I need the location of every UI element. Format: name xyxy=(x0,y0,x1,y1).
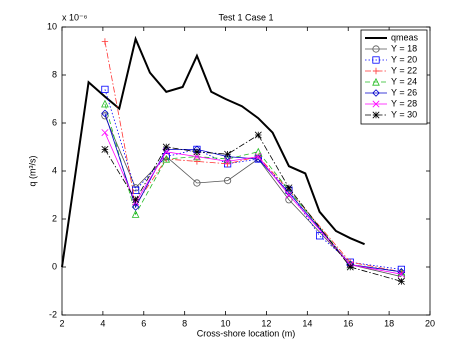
y-tick-label: 0 xyxy=(52,261,57,271)
series-line xyxy=(104,41,402,273)
x-tick-label: 16 xyxy=(343,318,353,328)
marker xyxy=(193,179,201,187)
marker xyxy=(131,186,140,194)
marker xyxy=(131,210,140,218)
y-tick-label: 6 xyxy=(52,117,57,127)
marker xyxy=(101,38,109,45)
x-tick-label: 6 xyxy=(141,318,146,328)
marker xyxy=(372,56,380,64)
marker xyxy=(254,155,263,163)
legend-label: Y = 26 xyxy=(391,87,417,97)
x-tick-label: 2 xyxy=(59,318,64,328)
marker xyxy=(132,196,140,204)
legend-label: Y = 28 xyxy=(391,98,417,108)
series-line xyxy=(104,89,402,270)
y-tick-label: -2 xyxy=(49,309,57,319)
x-tick-label: 20 xyxy=(425,318,435,328)
marker xyxy=(254,147,263,156)
marker xyxy=(372,111,380,119)
marker xyxy=(101,85,109,93)
x-tick-label: 10 xyxy=(221,318,231,328)
marker xyxy=(285,188,293,197)
marker xyxy=(372,77,380,86)
marker xyxy=(224,177,232,185)
marker xyxy=(285,191,293,199)
marker xyxy=(254,153,262,161)
marker xyxy=(224,150,232,158)
marker xyxy=(372,100,380,108)
marker xyxy=(372,45,380,53)
x-tick-label: 4 xyxy=(100,318,105,328)
marker xyxy=(131,203,140,211)
chart-title: Test 1 Case 1 xyxy=(218,12,273,22)
y-tick-label: 10 xyxy=(47,21,57,31)
legend-label: Y = 22 xyxy=(391,65,417,75)
marker xyxy=(162,143,170,151)
legend-label: Y = 18 xyxy=(391,43,417,53)
marker xyxy=(101,145,109,153)
marker xyxy=(346,263,354,271)
y-tick-label: 8 xyxy=(52,69,57,79)
y-tick-label: 2 xyxy=(52,213,57,223)
marker xyxy=(397,270,405,278)
marker xyxy=(223,152,232,161)
marker xyxy=(193,148,201,156)
x-tick-label: 14 xyxy=(302,318,312,328)
marker xyxy=(162,145,171,154)
legend-box xyxy=(360,29,428,125)
x-tick-label: 8 xyxy=(182,318,187,328)
series-line xyxy=(104,115,402,277)
marker xyxy=(315,232,324,240)
marker xyxy=(101,109,109,118)
marker xyxy=(254,131,262,139)
legend-label: Y = 20 xyxy=(391,54,417,64)
marker xyxy=(372,89,380,97)
x-tick-label: 12 xyxy=(261,318,271,328)
marker xyxy=(397,268,406,276)
marker xyxy=(193,158,201,165)
marker xyxy=(162,154,171,163)
y-multiplier: x 10⁻⁶ xyxy=(62,12,88,22)
marker xyxy=(223,154,232,163)
y-axis-label: q (m³/s) xyxy=(27,156,37,187)
series-line xyxy=(61,35,365,268)
legend-label: Y = 24 xyxy=(391,76,417,86)
marker xyxy=(285,184,293,192)
y-tick-label: 4 xyxy=(52,165,57,175)
marker xyxy=(285,196,293,204)
marker xyxy=(224,157,232,165)
marker xyxy=(372,67,380,75)
series-line xyxy=(104,103,402,273)
legend-label: qmeas xyxy=(391,32,419,42)
x-axis-label: Cross-shore location (m) xyxy=(197,328,296,338)
marker xyxy=(101,99,109,108)
marker xyxy=(397,277,405,285)
x-tick-label: 18 xyxy=(384,318,394,328)
marker xyxy=(101,129,109,137)
legend-label: Y = 30 xyxy=(391,109,417,119)
